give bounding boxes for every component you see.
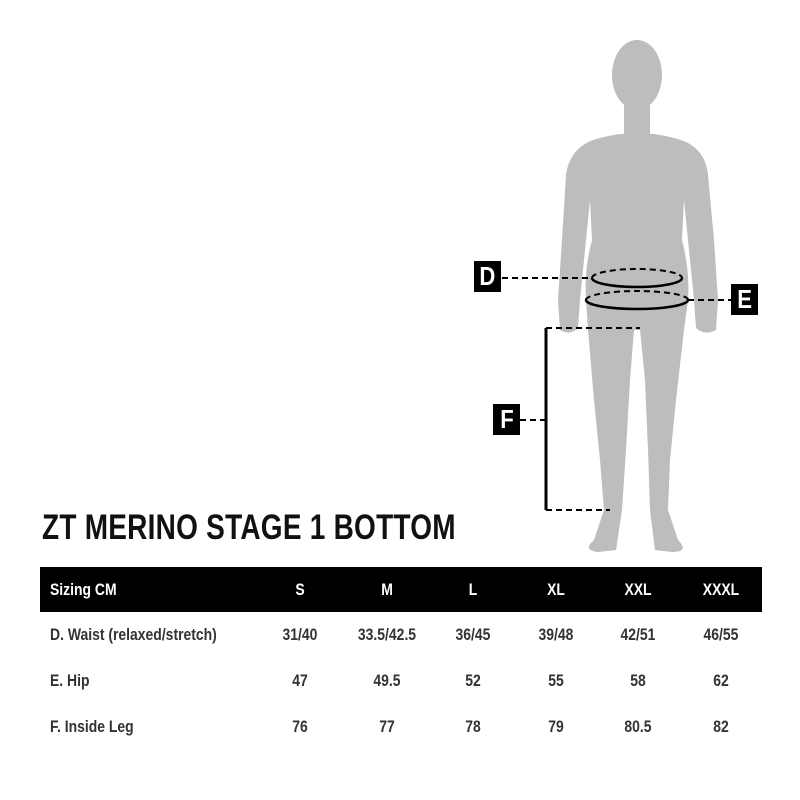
cell: 78 [465,717,481,736]
size-table: Sizing CM S M L XL XXL XXXL D. Waist (re… [40,567,762,750]
cell: 46/55 [703,625,739,644]
measurement-lines [502,267,732,511]
marker-label: D [479,261,496,291]
marker-d-waist: D [474,261,501,292]
table-row-inside-leg: F. Inside Leg 76 77 78 79 80.5 82 [40,704,762,750]
header-size-m: M [381,579,393,599]
cell: 82 [713,717,729,736]
cell: 79 [548,717,564,736]
cell: 52 [465,671,481,690]
row-label: E. Hip [50,671,90,690]
header-size-s: S [295,579,305,599]
cell: 49.5 [373,671,401,690]
cell: 55 [548,671,564,690]
page-title: ZT MERINO STAGE 1 BOTTOM [42,508,456,547]
cell: 42/51 [620,625,656,644]
marker-label: E [737,284,752,314]
marker-e-hip: E [731,284,758,315]
cell: 36/45 [455,625,491,644]
marker-label: F [499,404,514,434]
table-row-waist: D. Waist (relaxed/stretch) 31/40 33.5/42… [40,612,762,658]
table-header: Sizing CM S M L XL XXL XXXL [40,567,762,612]
table-row-hip: E. Hip 47 49.5 52 55 58 62 [40,658,762,704]
body-silhouette-diagram [502,40,732,552]
cell: 33.5/42.5 [357,625,417,644]
cell: 80.5 [624,717,652,736]
header-size-xl: XL [547,579,565,599]
header-size-l: L [468,579,478,599]
cell: 58 [630,671,646,690]
row-label: F. Inside Leg [50,717,134,736]
marker-f-inside-leg: F [493,404,520,435]
header-size-xxl: XXL [624,579,652,599]
cell: 77 [379,717,395,736]
cell: 62 [713,671,729,690]
human-silhouette [558,40,718,552]
cell: 31/40 [282,625,318,644]
header-size-xxxl: XXXL [702,579,740,599]
cell: 76 [292,717,308,736]
row-label: D. Waist (relaxed/stretch) [50,625,217,644]
cell: 39/48 [538,625,574,644]
header-label: Sizing CM [50,579,117,599]
cell: 47 [292,671,308,690]
